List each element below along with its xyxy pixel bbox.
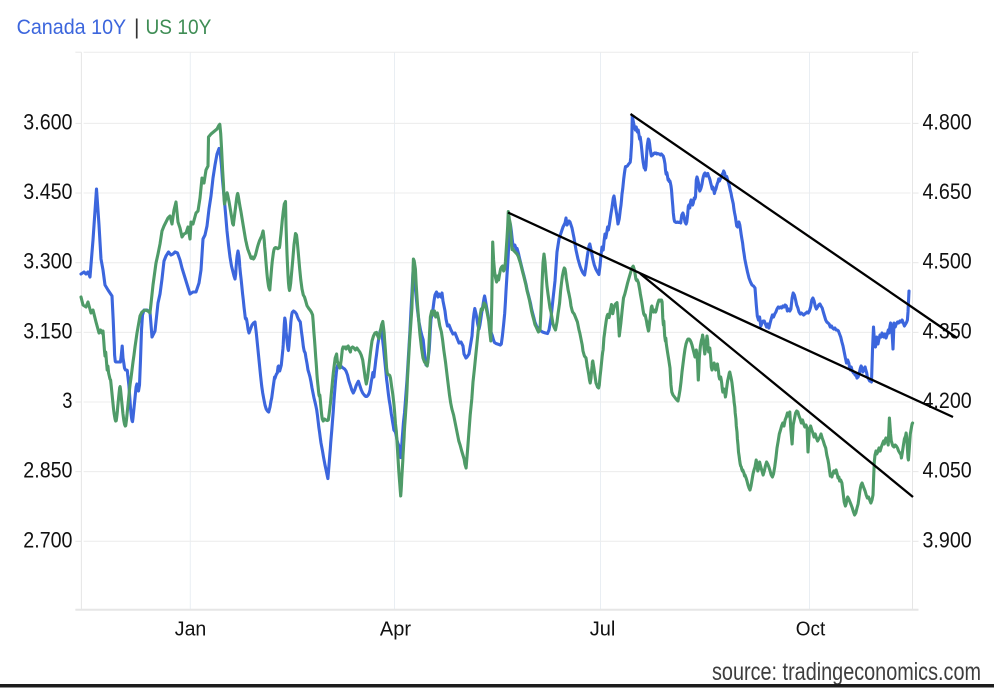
svg-text:2.850: 2.850 [23,458,72,483]
svg-text:3.300: 3.300 [23,249,72,274]
svg-text:Oct: Oct [796,618,826,640]
svg-text:2.700: 2.700 [23,527,72,552]
svg-text:4.200: 4.200 [923,388,972,413]
svg-text:Jul: Jul [590,618,616,640]
svg-text:3.150: 3.150 [23,318,72,343]
svg-text:US 10Y: US 10Y [146,16,212,39]
svg-text:Canada 10Y: Canada 10Y [17,16,127,39]
svg-text:4.800: 4.800 [923,109,972,134]
svg-text:4.500: 4.500 [923,249,972,274]
svg-text:3.900: 3.900 [923,527,972,552]
svg-text:|: | [134,16,139,39]
svg-text:source: tradingeconomics.com: source: tradingeconomics.com [712,658,981,686]
svg-text:3.600: 3.600 [23,109,72,134]
svg-text:4.050: 4.050 [923,458,972,483]
svg-text:4.650: 4.650 [923,179,972,204]
svg-text:Jan: Jan [175,618,207,640]
svg-text:3: 3 [62,388,72,413]
svg-text:Apr: Apr [380,618,411,640]
svg-text:3.450: 3.450 [23,179,72,204]
